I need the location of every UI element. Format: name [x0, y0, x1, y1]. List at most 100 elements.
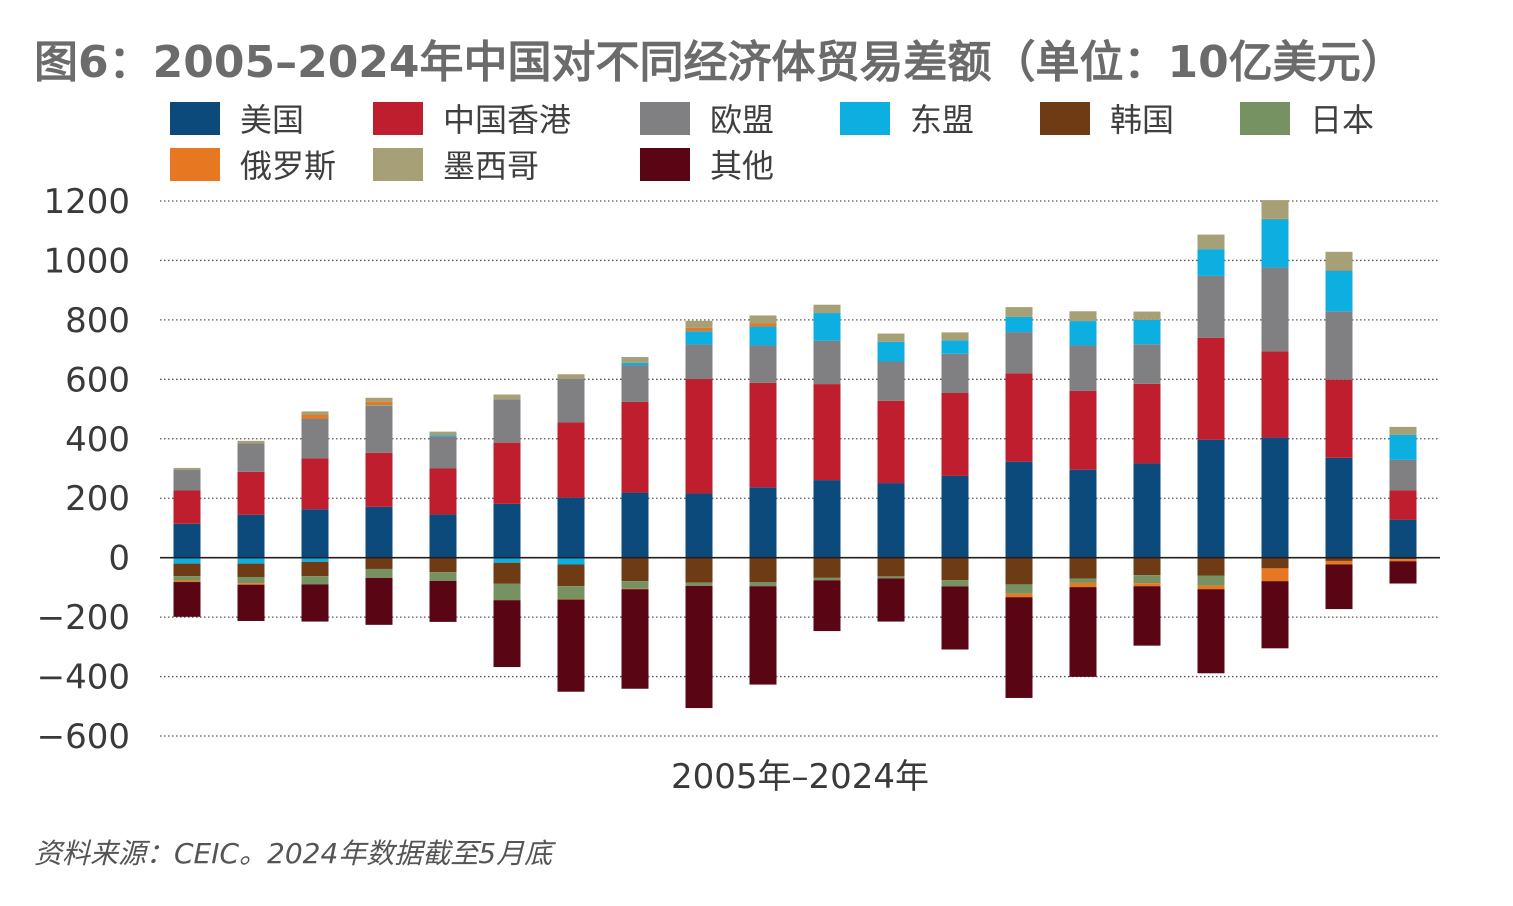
bar-segment	[813, 557, 841, 578]
bar-segment	[173, 563, 201, 577]
legend-swatch	[170, 147, 220, 181]
bar-segment	[1261, 200, 1289, 219]
bar-segment	[429, 580, 457, 622]
bar-segment	[1133, 383, 1161, 464]
bar-segment	[365, 557, 393, 569]
bar-segment	[173, 576, 201, 581]
bar-segment	[1005, 593, 1033, 598]
bar-segment	[1005, 316, 1033, 333]
bar-segment	[1389, 519, 1417, 558]
bar-segment	[1325, 270, 1353, 272]
bar-segment	[173, 469, 201, 491]
bar-segment	[621, 365, 649, 402]
y-tick-label: 1200	[43, 182, 130, 222]
bar-segment	[941, 557, 969, 581]
bar-segment	[1005, 557, 1033, 585]
bar-segment	[429, 468, 457, 515]
y-tick-label: 400	[65, 420, 130, 460]
bar-segment	[877, 557, 905, 577]
bar-segment	[941, 332, 969, 341]
bar-segment	[493, 562, 521, 584]
bar-segment	[749, 586, 777, 685]
bar-segment	[301, 584, 329, 622]
bar-segment	[877, 400, 905, 484]
bar-segment	[237, 471, 265, 515]
bar-segment	[493, 583, 521, 601]
bar-segment	[1325, 379, 1353, 458]
bar-segment	[1069, 321, 1097, 346]
bar-segment	[1261, 219, 1289, 268]
bar-segment	[1325, 560, 1353, 565]
bar-segment	[941, 393, 969, 476]
bar-segment	[877, 361, 905, 401]
bar-segment	[1261, 351, 1289, 438]
bar-segment	[621, 492, 649, 558]
bar-segment	[1325, 270, 1353, 312]
legend-label: 中国香港	[443, 101, 572, 139]
legend-label: 韩国	[1110, 101, 1175, 139]
legend-swatch	[1240, 101, 1290, 135]
bar-segment	[557, 557, 585, 565]
legend-item: 美国	[170, 100, 304, 139]
bar-segment	[1133, 586, 1161, 646]
bar-segment	[1005, 307, 1033, 317]
bar-segment	[1069, 582, 1097, 588]
bar-segment	[493, 600, 521, 668]
bar-segment	[493, 394, 521, 400]
bar-segment	[877, 578, 905, 622]
bar-segment	[301, 411, 329, 415]
legend-swatch	[373, 101, 423, 135]
bar-segment	[1325, 251, 1353, 271]
bar-segment	[1261, 568, 1289, 582]
bar-segment	[429, 572, 457, 581]
bar-segment	[365, 405, 393, 406]
y-tick-label: 200	[65, 479, 130, 519]
bar-segment	[1197, 234, 1225, 250]
bar-segment	[173, 523, 201, 558]
bar-segment	[365, 401, 393, 406]
y-tick-label: −400	[37, 658, 130, 698]
bar-segment	[493, 442, 521, 504]
bar-segment	[1005, 597, 1033, 698]
bar-segment	[941, 475, 969, 558]
legend-label: 其他	[710, 147, 775, 185]
bar-segment	[493, 399, 521, 443]
legend-swatch	[840, 101, 890, 135]
bar-segment	[1133, 463, 1161, 558]
bar-segment	[237, 443, 265, 472]
bar-segment	[1261, 218, 1289, 220]
x-axis-label: 2005年–2024年	[671, 757, 929, 797]
bar-segment	[1133, 319, 1161, 345]
bar-segment	[301, 418, 329, 459]
bar-segment	[1005, 461, 1033, 558]
bar-segment	[941, 580, 969, 587]
bar-segment	[749, 382, 777, 488]
legend-item: 中国香港	[373, 100, 571, 139]
bar-segment	[365, 405, 393, 453]
bar-segment	[301, 557, 329, 562]
bar-segment	[1197, 439, 1225, 558]
bar-segment	[365, 568, 393, 578]
bar-segment	[429, 431, 457, 436]
bar-segment	[1133, 344, 1161, 384]
bar-segment	[749, 582, 777, 587]
bar-segment	[941, 586, 969, 650]
bar-segment	[941, 340, 969, 354]
bar-segment	[685, 582, 713, 586]
legend-item: 欧盟	[640, 100, 774, 139]
bar-segment	[621, 589, 649, 689]
bar-segment	[1133, 575, 1161, 584]
bar-segment	[1389, 559, 1417, 562]
bar-segment	[557, 564, 585, 587]
bar-segment	[685, 585, 713, 709]
bar-segment	[1389, 459, 1417, 491]
bar-segment	[365, 506, 393, 558]
bar-segment	[685, 331, 713, 345]
bar-segment	[237, 583, 265, 585]
bar-segment	[1069, 557, 1097, 579]
bar-segment	[813, 384, 841, 481]
bar-segment	[1005, 373, 1033, 462]
bar-segment	[1197, 557, 1225, 576]
bar-segment	[557, 422, 585, 498]
